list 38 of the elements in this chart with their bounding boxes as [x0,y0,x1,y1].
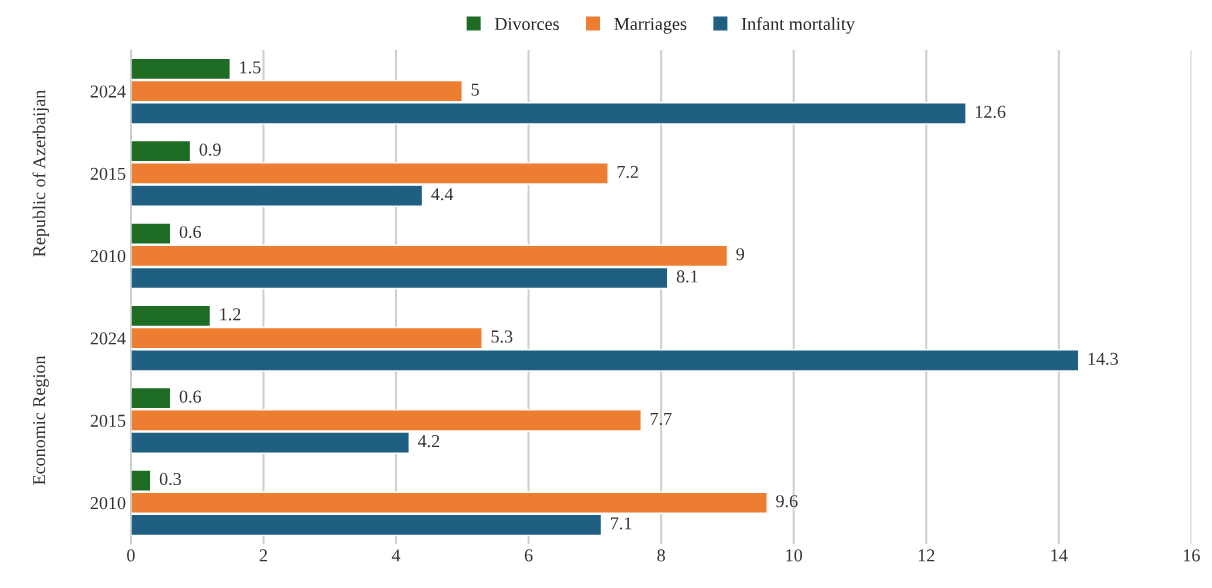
data-label: 9 [736,248,745,261]
x-tick-label: 2 [259,549,267,562]
data-label: 0.3 [159,472,181,486]
y-tick-label: 2015 [90,414,126,427]
data-label: 4.4 [431,188,454,201]
text: Republic of Azerbaijan [32,90,50,257]
legend-label: Infant mortality [741,17,855,34]
y-tick-label: 2024 [90,332,126,345]
data-label: 0.9 [199,143,221,156]
data-label: 14.3 [1088,352,1118,365]
data-label: 8.1 [676,270,698,283]
legend-label: Divorces [494,17,559,31]
y-tick-label: 2010 [90,250,126,263]
data-label: 7.1 [611,517,632,530]
data-label: 4.2 [417,435,440,448]
x-tick-label: 0 [127,549,135,562]
x-tick-label: 12 [918,549,935,562]
data-label: 1.5 [240,61,261,74]
x-tick-label: 8 [657,549,665,562]
data-label: 1.2 [220,308,241,321]
x-tick-label: 14 [1051,549,1068,562]
data-label: 12.6 [975,105,1006,118]
data-label: 9.6 [776,495,798,508]
x-tick-label: 10 [786,549,803,562]
legend-label: Marriages [614,17,687,34]
y-tick-label: 2010 [90,497,126,510]
data-label: 7.7 [650,412,672,426]
y-tick-label: 2024 [90,85,126,98]
x-tick-label: 4 [391,549,401,562]
data-label: 5 [471,83,479,96]
data-label: 7.2 [617,165,639,179]
data-label: 0.6 [179,390,202,403]
data-label: 5.3 [491,330,513,343]
x-tick-label: 6 [524,549,533,562]
y-tick-label: 2015 [90,167,126,180]
x-tick-label: 16 [1183,549,1200,562]
text: Economic Region [33,355,49,485]
data-label: 0.6 [179,225,202,239]
